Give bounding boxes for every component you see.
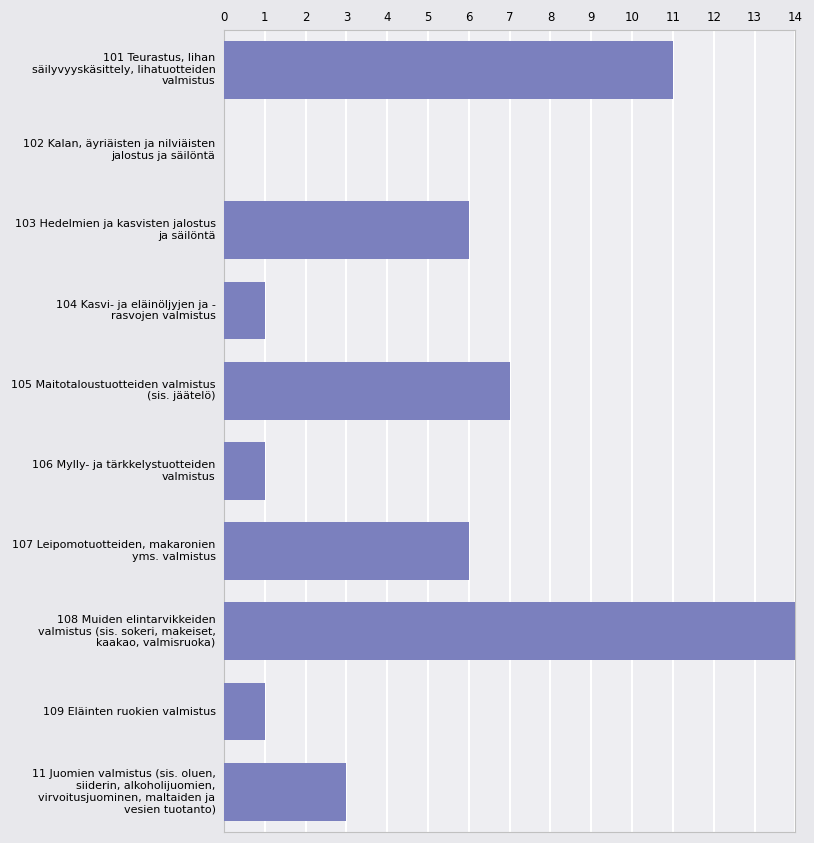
Bar xyxy=(224,41,673,99)
Bar xyxy=(224,522,469,580)
Bar xyxy=(224,201,469,259)
Bar xyxy=(224,603,795,660)
Bar xyxy=(224,683,265,740)
Bar xyxy=(224,362,510,420)
Bar xyxy=(224,442,265,500)
Bar xyxy=(224,763,347,820)
Bar xyxy=(224,282,265,340)
